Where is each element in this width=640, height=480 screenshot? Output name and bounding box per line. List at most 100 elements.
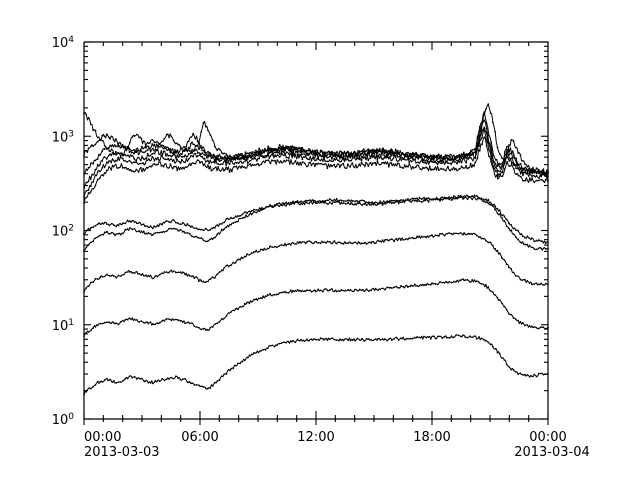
series-marker	[92, 163, 94, 165]
series-marker	[215, 159, 217, 162]
series-marker	[89, 145, 92, 148]
series-marker	[218, 320, 221, 323]
series-marker	[378, 153, 381, 156]
series-marker	[387, 152, 390, 155]
series-marker	[110, 322, 113, 324]
series-marker	[147, 232, 150, 234]
series-marker	[489, 241, 492, 244]
series-marker	[149, 274, 152, 277]
series-marker	[287, 292, 290, 294]
series-marker	[453, 168, 456, 171]
series-marker	[96, 324, 99, 327]
series-marker	[105, 169, 108, 172]
series-marker	[333, 153, 336, 156]
series-marker	[223, 228, 225, 230]
series-marker	[117, 145, 119, 148]
series-marker	[115, 322, 118, 325]
series-marker	[458, 161, 461, 164]
series-marker	[140, 148, 142, 150]
series-marker	[450, 281, 453, 284]
x-date-label-right: 2013-03-04	[514, 445, 590, 460]
series-marker	[260, 248, 262, 251]
series-marker	[456, 157, 458, 159]
series-marker	[328, 338, 331, 341]
series-marker	[513, 164, 515, 167]
series-marker	[239, 305, 242, 308]
series-marker	[433, 168, 436, 171]
series-marker	[349, 288, 352, 291]
series-marker	[294, 341, 297, 344]
series-marker	[194, 149, 197, 151]
series-marker	[538, 168, 540, 171]
series-marker	[308, 148, 310, 150]
series-marker	[419, 156, 422, 159]
series-marker	[85, 229, 88, 232]
series-marker	[201, 155, 204, 158]
series-marker	[526, 324, 529, 326]
series-marker	[172, 219, 175, 221]
series-marker	[362, 153, 365, 156]
series-marker	[333, 240, 336, 242]
series-marker	[167, 149, 170, 151]
series-marker	[331, 242, 333, 245]
series-marker	[490, 161, 492, 163]
series-marker	[351, 162, 354, 164]
series-marker	[83, 394, 85, 396]
series-marker	[423, 199, 425, 201]
series-marker	[449, 153, 452, 156]
series-marker	[478, 134, 481, 137]
series-marker	[285, 159, 288, 162]
series-marker	[439, 335, 441, 338]
series-marker	[312, 150, 315, 153]
series-marker	[365, 204, 368, 206]
series-marker	[459, 196, 462, 199]
series-marker	[160, 144, 163, 147]
series-marker	[126, 168, 129, 171]
series-marker	[162, 165, 165, 168]
series-marker	[232, 261, 235, 264]
series-marker	[301, 241, 304, 243]
series-marker	[342, 157, 345, 160]
series-marker	[85, 246, 88, 249]
series-marker	[149, 225, 152, 228]
series-marker	[253, 210, 255, 213]
series-marker	[177, 222, 180, 225]
series-marker	[315, 338, 317, 341]
series-marker	[312, 201, 315, 203]
series-marker	[333, 201, 336, 203]
series-marker	[356, 200, 359, 202]
series-marker	[432, 335, 434, 338]
series-marker	[158, 142, 160, 145]
series-marker	[290, 159, 292, 161]
series-marker	[450, 335, 453, 338]
series-marker	[94, 277, 97, 280]
series-marker	[301, 161, 304, 163]
series-marker	[449, 169, 452, 172]
series-marker	[122, 273, 124, 276]
series-marker	[406, 158, 408, 161]
series-marker	[294, 148, 297, 151]
series-marker	[258, 157, 260, 160]
series-marker	[422, 152, 424, 155]
series-marker	[417, 161, 420, 164]
series-marker	[214, 381, 216, 384]
series-marker	[154, 226, 157, 228]
series-marker	[386, 286, 389, 289]
series-marker	[351, 203, 354, 206]
series-marker	[207, 229, 209, 232]
series-marker	[283, 159, 286, 162]
series-marker	[457, 232, 460, 235]
series-marker	[267, 153, 270, 155]
series-marker	[246, 301, 248, 304]
series-marker	[521, 160, 524, 162]
series-marker	[299, 147, 301, 150]
series-marker	[101, 150, 104, 152]
series-marker	[370, 242, 372, 244]
series-marker	[262, 348, 265, 351]
series-marker	[344, 152, 347, 155]
series-marker	[397, 156, 399, 158]
series-marker	[210, 161, 213, 164]
series-marker	[508, 165, 511, 167]
series-marker	[494, 348, 497, 350]
series-marker	[420, 198, 423, 200]
